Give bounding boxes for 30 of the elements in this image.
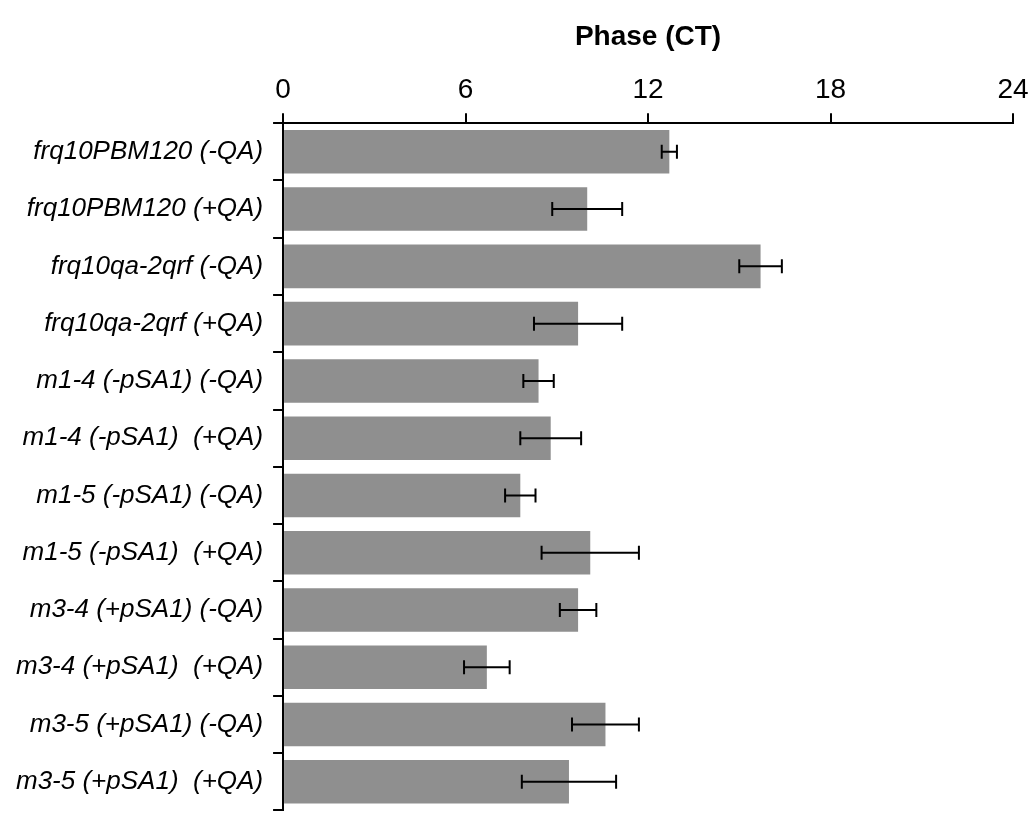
- bar: [284, 416, 551, 460]
- y-tick-label: m3-5 (+pSA1) (-QA): [29, 707, 264, 738]
- y-tick-label: m3-5 (+pSA1) (+QA): [16, 765, 264, 795]
- x-tick-label: 0: [275, 73, 291, 105]
- y-tick-label: frq10qa-2qrf (+QA): [44, 306, 264, 337]
- y-tick-label: m1-4 (-pSA1) (+QA): [22, 421, 264, 452]
- bar: [284, 473, 521, 518]
- bar: [284, 130, 670, 174]
- x-tick-label: 12: [632, 73, 664, 105]
- bar: [284, 530, 591, 575]
- x-axis-title: Phase (CT): [574, 19, 722, 51]
- bar: [284, 359, 539, 403]
- bar: [284, 645, 487, 689]
- y-tick-label: frq10PBM120 (-QA): [33, 135, 264, 166]
- bar: [284, 702, 606, 747]
- y-tick-label: m3-4 (+pSA1) (-QA): [29, 593, 264, 624]
- x-tick-label: 24: [997, 73, 1029, 105]
- bar: [284, 760, 569, 804]
- bar: [284, 588, 579, 632]
- bar: [284, 244, 761, 289]
- y-tick-label: m1-5 (-pSA1) (-QA): [36, 478, 264, 509]
- x-tick-label: 18: [814, 73, 847, 105]
- y-tick-label: frq10PBM120 (+QA): [26, 192, 264, 223]
- y-tick-label: m1-5 (-pSA1) (+QA): [22, 535, 264, 566]
- y-tick-label: m3-4 (+pSA1) (+QA): [16, 650, 264, 681]
- bar: [284, 301, 579, 346]
- y-tick-label: frq10qa-2qrf (-QA): [50, 249, 264, 280]
- x-tick-label: 6: [457, 73, 474, 105]
- bar: [284, 187, 588, 231]
- y-tick-label: m1-4 (-pSA1) (-QA): [36, 364, 264, 395]
